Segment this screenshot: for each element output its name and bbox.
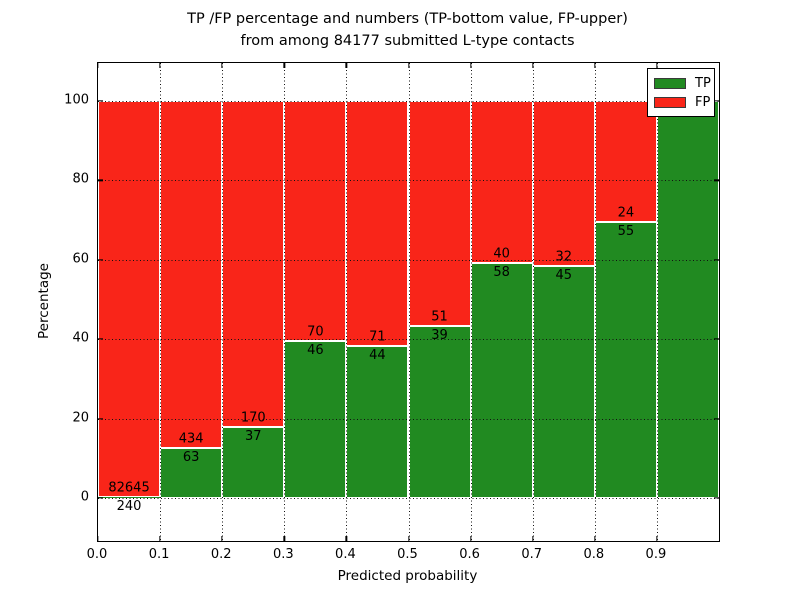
x-tick-mark	[159, 536, 161, 541]
x-tick-label: 0.8	[583, 547, 605, 562]
x-tick-mark	[656, 63, 658, 68]
y-tick-mark	[98, 497, 103, 499]
chart-title-line1: TP /FP percentage and numbers (TP-bottom…	[187, 11, 628, 27]
tp-count-label: 55	[617, 223, 635, 239]
tp-count-label: 46	[307, 342, 324, 358]
legend: TP FP	[647, 68, 715, 117]
y-tick-mark	[714, 259, 719, 261]
chart-title: TP /FP percentage and numbers (TP-bottom…	[97, 8, 718, 52]
tp-bar-segment	[160, 447, 223, 498]
x-tick-mark	[532, 536, 534, 541]
fp-count-label: 82645	[108, 480, 150, 496]
x-tick-mark	[469, 536, 472, 541]
tp-bar-segment	[594, 221, 657, 498]
fp-count-label: 51	[431, 309, 448, 325]
tp-bar-segment	[346, 346, 409, 498]
tp-count-label: 37	[244, 429, 262, 445]
x-tick-mark	[532, 63, 534, 68]
x-tick-label: 0.5	[397, 547, 418, 562]
x-tick-label: 0.9	[645, 547, 667, 562]
x-tick-mark	[159, 63, 161, 68]
x-tick-mark	[97, 536, 99, 541]
x-tick-label: 0.3	[272, 547, 294, 562]
fp-count-label: 434	[178, 431, 204, 447]
x-tick-mark	[407, 536, 410, 541]
y-tick-mark	[98, 417, 103, 420]
x-tick-mark	[283, 536, 285, 541]
x-tick-mark	[469, 63, 472, 68]
y-tick-mark	[98, 100, 103, 102]
tp-bar-segment	[532, 265, 595, 498]
y-tick-label: 60	[72, 251, 89, 267]
tp-count-label: 45	[555, 267, 573, 283]
y-tick-mark	[714, 497, 719, 499]
tp-count-label: 39	[431, 327, 448, 343]
legend-entry-tp: TP	[654, 74, 711, 93]
tp-bar-segment	[656, 101, 719, 498]
tp-bar-segment	[98, 496, 161, 498]
x-tick-mark	[345, 536, 348, 541]
x-tick-mark	[656, 536, 658, 541]
y-tick-label: 80	[72, 171, 89, 187]
y-tick-label: 20	[72, 410, 89, 426]
x-tick-mark	[221, 536, 223, 541]
y-axis-label: Percentage	[36, 263, 52, 339]
y-tick-mark	[98, 338, 103, 340]
fp-count-label: 24	[617, 204, 635, 220]
tp-count-label: 58	[493, 265, 510, 281]
x-tick-label: 0.6	[459, 547, 480, 562]
legend-entry-fp: FP	[654, 93, 711, 112]
y-tick-mark	[98, 179, 103, 182]
y-tick-mark	[714, 100, 719, 102]
legend-label-fp: FP	[695, 95, 711, 110]
fp-count-label: 71	[369, 329, 386, 345]
fp-count-label: 40	[493, 246, 510, 262]
x-tick-label: 0.4	[335, 547, 356, 562]
x-tick-mark	[594, 63, 596, 68]
fp-bar-segment	[98, 101, 161, 497]
fp-bar-segment	[532, 101, 595, 266]
fp-bar-segment	[594, 101, 657, 222]
y-tick-mark	[98, 259, 103, 261]
tp-bar-segment	[408, 325, 471, 498]
fp-count-label: 170	[240, 410, 266, 426]
x-tick-label: 0.7	[521, 547, 543, 562]
legend-label-tp: TP	[695, 76, 711, 91]
x-tick-label: 0.1	[148, 547, 170, 562]
fp-bar-segment	[284, 101, 347, 341]
x-tick-mark	[283, 63, 285, 68]
tp-bar-segment	[470, 263, 533, 498]
fp-bar-segment	[408, 101, 471, 326]
x-tick-mark	[594, 536, 596, 541]
y-tick-mark	[714, 179, 719, 182]
y-tick-label: 0	[80, 489, 89, 505]
fp-count-label: 32	[555, 249, 573, 265]
y-tick-label: 40	[72, 330, 89, 346]
fp-bar-segment	[160, 101, 223, 448]
y-tick-mark	[714, 338, 719, 340]
x-tick-mark	[407, 63, 410, 68]
fp-bar-segment	[346, 101, 409, 347]
fp-swatch-icon	[654, 97, 686, 108]
fp-bar-segment	[222, 101, 285, 428]
tp-swatch-icon	[654, 78, 686, 89]
plot-area: 82645 240 434 63 170 37 70 46 71 44 51 39 40 58 32 45 24…	[97, 62, 720, 542]
tp-count-label: 240	[116, 498, 142, 514]
fp-bar-segment	[470, 101, 533, 264]
tp-bar-segment	[284, 340, 347, 498]
tp-count-label: 63	[182, 449, 200, 465]
x-tick-label: 0.2	[210, 547, 232, 562]
x-tick-mark	[345, 63, 348, 68]
x-axis-label: Predicted probability	[337, 568, 478, 584]
y-tick-label: 100	[64, 92, 89, 108]
tp-count-label: 44	[369, 348, 386, 364]
y-tick-mark	[714, 417, 719, 420]
h-gridline	[98, 498, 719, 499]
x-tick-label: 0.0	[86, 547, 108, 562]
chart-title-line2: from among 84177 submitted L-type contac…	[240, 33, 575, 49]
x-tick-mark	[97, 63, 99, 68]
fp-count-label: 70	[307, 323, 324, 339]
x-tick-mark	[221, 63, 223, 68]
